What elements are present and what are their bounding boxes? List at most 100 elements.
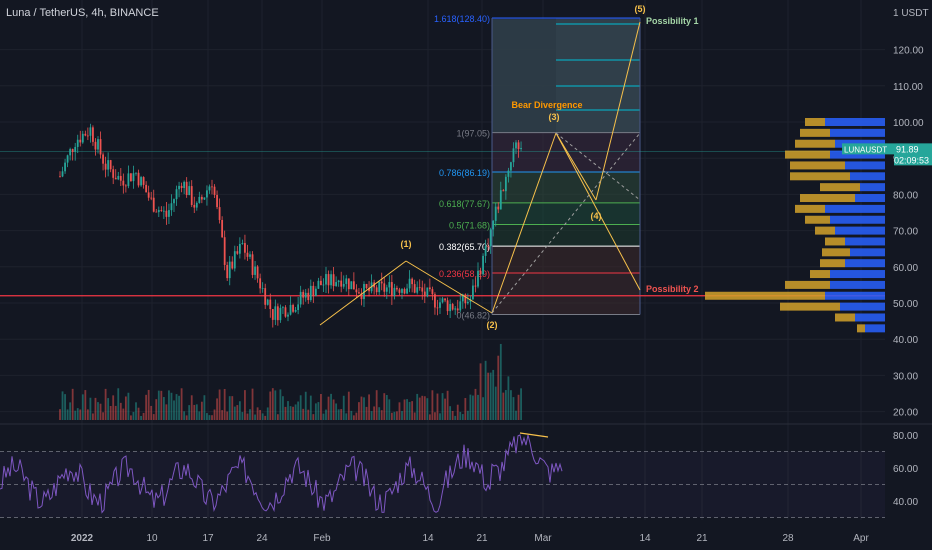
candle-body xyxy=(195,202,198,208)
candle-body xyxy=(114,177,117,180)
candle-body xyxy=(79,139,82,143)
volume-bar xyxy=(327,396,330,420)
candle-body xyxy=(102,154,104,164)
candle-body xyxy=(297,304,300,311)
rsi-divergence-line xyxy=(519,432,549,438)
price-axis-tick: 100.00 xyxy=(893,118,924,129)
fib-level-label: 0.5(71.68) xyxy=(449,221,490,231)
last-price-value-tag xyxy=(894,143,932,166)
volume-bar xyxy=(431,390,434,420)
volume-bar xyxy=(520,388,522,420)
volume-bar xyxy=(238,401,241,420)
volume-bar xyxy=(249,409,251,420)
volume-bar xyxy=(66,409,69,420)
candle-body xyxy=(249,254,251,257)
candle-body xyxy=(150,197,153,199)
volume-bar xyxy=(436,393,439,420)
symbol-title: Luna / TetherUS, 4h, BINANCE xyxy=(6,7,159,19)
candle-body xyxy=(337,280,340,283)
candle-body xyxy=(251,254,254,275)
volume-bar xyxy=(94,397,97,420)
fib-level-label: 0.236(58.29) xyxy=(439,269,490,279)
volume-profile-bar-down xyxy=(785,150,830,159)
volume-bar xyxy=(269,391,272,420)
candle-body xyxy=(236,251,239,254)
volume-bar xyxy=(137,407,140,420)
volume-bar xyxy=(292,406,294,420)
volume-bar xyxy=(152,414,155,420)
candle-body xyxy=(289,304,292,315)
volume-bar xyxy=(469,394,472,420)
candle-body xyxy=(350,281,353,290)
volume-bar xyxy=(117,388,120,420)
price-axis-tick: 50.00 xyxy=(893,299,918,310)
candle-body xyxy=(385,287,388,292)
candle-body xyxy=(246,252,249,257)
chart-annotation: (5) xyxy=(635,4,646,14)
volume-profile-bar-up xyxy=(830,280,885,289)
volume-bar xyxy=(61,391,64,420)
volume-bar xyxy=(502,392,505,420)
candle-body xyxy=(413,284,416,293)
volume-bar xyxy=(297,401,300,420)
volume-bar xyxy=(408,401,411,420)
candle-body xyxy=(431,289,434,295)
volume-profile-bar-down xyxy=(815,226,835,235)
volume-bar xyxy=(439,413,441,420)
chart-annotation: (3) xyxy=(549,112,560,122)
volume-bar xyxy=(314,403,317,420)
candle-body xyxy=(84,133,87,136)
candle-body xyxy=(178,185,180,190)
candle-body xyxy=(459,301,462,311)
candle-body xyxy=(380,281,383,284)
candle-body xyxy=(244,243,246,253)
candle-body xyxy=(398,289,401,293)
candle-body xyxy=(254,266,256,275)
volume-bar xyxy=(147,389,150,420)
volume-bar xyxy=(119,402,122,420)
volume-bar xyxy=(276,414,279,420)
candle-body xyxy=(155,211,158,213)
volume-bar xyxy=(218,389,221,420)
candle-body xyxy=(355,289,358,293)
volume-bar xyxy=(274,390,277,420)
volume-bar xyxy=(515,410,517,420)
time-axis-tick: 14 xyxy=(422,533,434,544)
volume-bar xyxy=(246,413,249,420)
volume-bar xyxy=(322,413,325,420)
wave-line xyxy=(405,260,493,314)
time-axis-tick: Apr xyxy=(853,533,869,544)
volume-bar xyxy=(81,394,84,420)
volume-bar xyxy=(241,412,244,420)
volume-bar xyxy=(398,402,401,420)
candle-body xyxy=(238,244,241,254)
volume-bar xyxy=(494,386,497,420)
candle-body xyxy=(441,298,444,303)
candle-body xyxy=(165,210,168,217)
last-price-symbol: LUNAUSDT xyxy=(844,145,887,154)
candle-body xyxy=(352,281,355,290)
volume-bar xyxy=(428,414,431,420)
volume-bar xyxy=(162,397,165,420)
candle-body xyxy=(152,197,155,212)
volume-bar xyxy=(373,406,376,420)
candle-body xyxy=(342,283,345,287)
volume-bar xyxy=(203,395,206,420)
candle-body xyxy=(393,287,396,296)
volume-bar xyxy=(363,397,365,420)
volume-profile-bar-up xyxy=(830,128,885,137)
candle-body xyxy=(99,139,102,155)
volume-bar xyxy=(492,369,495,420)
candle-body xyxy=(312,285,315,297)
fib-zone xyxy=(492,171,640,203)
candle-body xyxy=(124,185,127,187)
candle-body xyxy=(117,175,120,180)
volume-profile-bar-down xyxy=(785,280,830,289)
volume-profile-bar-down xyxy=(820,259,845,268)
candle-body xyxy=(327,274,330,286)
volume-bar xyxy=(193,404,196,420)
chart-annotation: Possibility 2 xyxy=(646,284,699,294)
candle-body xyxy=(142,177,145,185)
volume-bar xyxy=(368,394,370,420)
